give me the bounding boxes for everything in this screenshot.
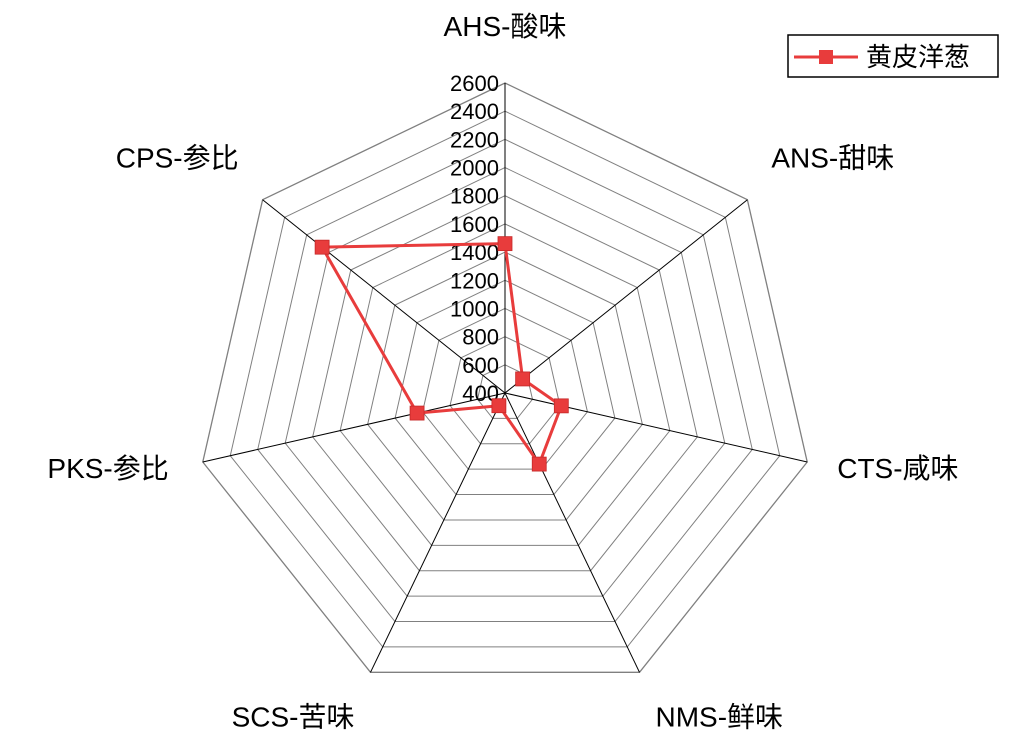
data-point — [531, 456, 547, 472]
legend: 黄皮洋葱 — [787, 34, 999, 78]
radar-spoke — [504, 392, 808, 463]
grid-ring — [202, 82, 808, 673]
tick-label: 1800 — [450, 184, 499, 209]
data-point — [314, 239, 330, 255]
tick-label: 2200 — [450, 127, 499, 152]
category-label: AHS-酸味 — [444, 11, 567, 42]
radar-spokes — [202, 83, 808, 673]
grid-ring — [229, 110, 781, 648]
category-label: CTS-咸味 — [837, 453, 958, 484]
tick-label: 1600 — [450, 212, 499, 237]
category-label: ANS-甜味 — [771, 143, 894, 174]
series-layer — [314, 236, 569, 472]
grid-ring — [312, 195, 698, 572]
data-point — [553, 398, 569, 414]
grid-ring — [339, 223, 671, 546]
legend-label: 黄皮洋葱 — [866, 42, 970, 72]
tick-label: 800 — [462, 325, 499, 350]
radar-grid — [202, 82, 808, 673]
data-point — [491, 398, 507, 414]
tick-label: 2000 — [450, 156, 499, 181]
category-label: NMS-鲜味 — [656, 701, 784, 732]
grid-ring — [449, 336, 561, 445]
category-label: CPS-参比 — [116, 143, 239, 174]
grid-ring — [394, 279, 616, 496]
category-label: PKS-参比 — [47, 453, 168, 484]
grid-ring — [257, 138, 753, 623]
tick-label: 2400 — [450, 99, 499, 124]
grid-ring — [422, 307, 588, 470]
category-label: SCS-苦味 — [232, 701, 355, 732]
radial-tick-labels: 4006008001000120014001600180020002200240… — [450, 71, 499, 406]
tick-label: 600 — [462, 353, 499, 378]
grid-ring — [367, 251, 643, 521]
radar-spoke — [370, 392, 506, 673]
radar-spoke — [202, 392, 506, 463]
grid-ring — [284, 166, 726, 597]
tick-label: 2600 — [450, 71, 499, 96]
data-point — [409, 405, 425, 421]
tick-label: 1200 — [450, 268, 499, 293]
category-labels: AHS-酸味 ANS-甜味 CTS-咸味 NMS-鲜味 SCS-苦味 PKS-参比 CPS-… — [47, 11, 958, 732]
radar-spoke — [504, 199, 748, 394]
data-point — [515, 371, 531, 387]
tick-label: 1000 — [450, 296, 499, 321]
radar-spoke — [504, 392, 640, 673]
radar-spoke — [262, 199, 506, 394]
legend-marker — [819, 50, 833, 64]
data-point — [497, 236, 513, 252]
